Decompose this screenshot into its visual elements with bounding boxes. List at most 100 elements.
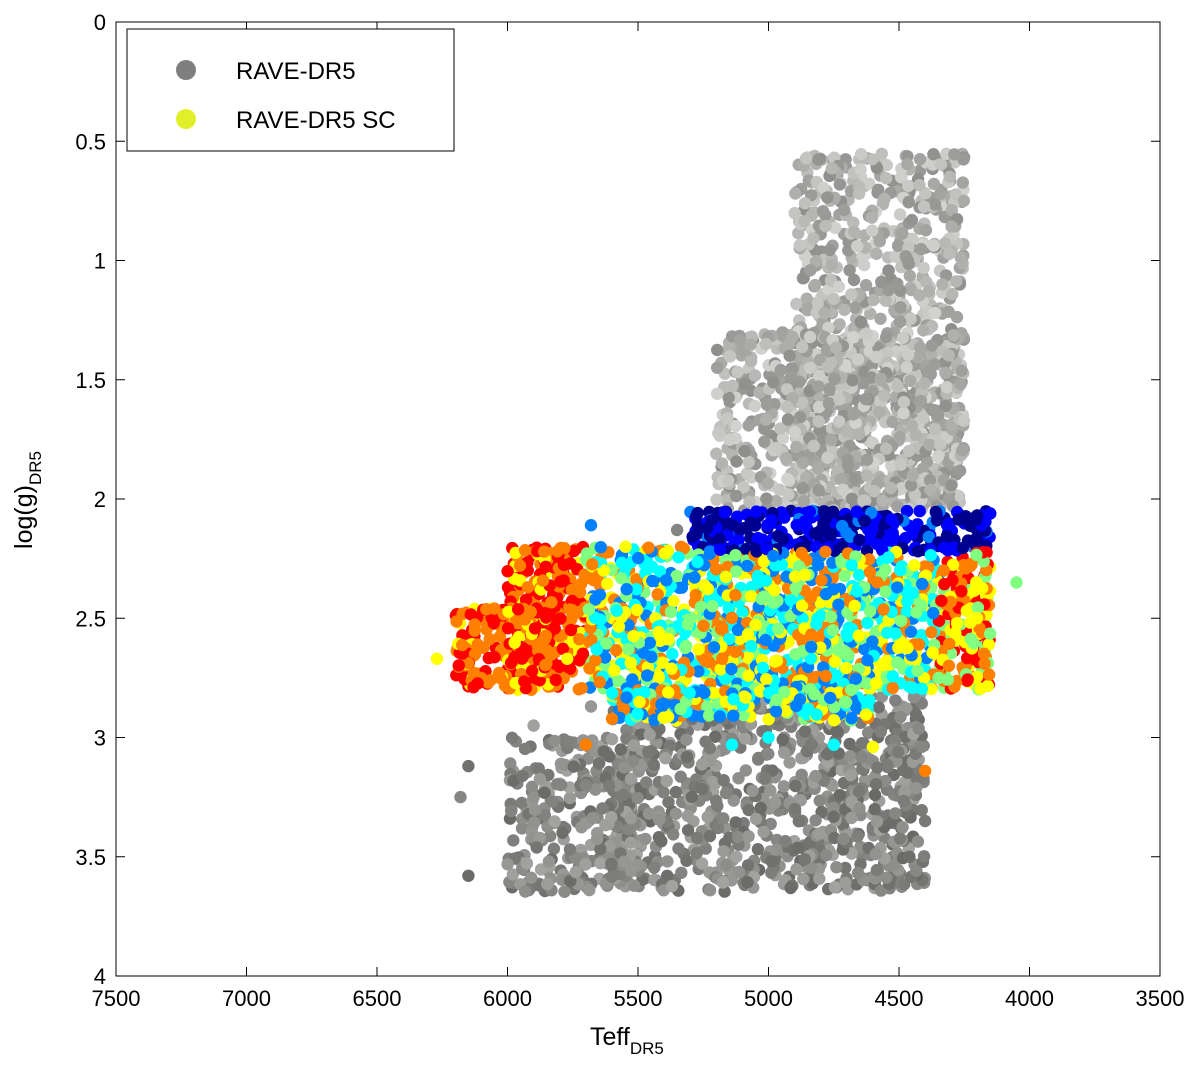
legend-marker-rave-dr5 — [176, 60, 196, 80]
point-rave-dr5-sc — [767, 596, 780, 609]
point-rave-dr5-sc — [943, 637, 956, 650]
point-rave-dr5-sc — [769, 559, 782, 572]
point-rave-dr5 — [864, 307, 877, 320]
point-rave-dr5 — [780, 383, 794, 396]
point-rave-dr5-sc — [778, 685, 791, 699]
point-rave-dr5-sc — [900, 605, 913, 618]
point-rave-dr5 — [519, 885, 532, 898]
point-rave-dr5 — [866, 224, 879, 237]
point-rave-dr5 — [669, 807, 683, 820]
point-rave-dr5 — [569, 865, 582, 879]
point-rave-dr5-sc — [674, 702, 687, 716]
point-rave-dr5-sc — [554, 612, 567, 625]
point-rave-dr5 — [851, 240, 864, 253]
point-rave-dr5 — [731, 365, 744, 379]
point-rave-dr5 — [527, 790, 540, 804]
point-rave-dr5 — [583, 883, 596, 897]
point-rave-dr5-sc — [971, 601, 985, 614]
y-tick-label: 3 — [94, 726, 106, 751]
point-rave-dr5-sc — [651, 588, 664, 601]
point-rave-dr5-sc — [805, 640, 818, 654]
point-rave-dr5-sc — [731, 623, 745, 637]
point-rave-dr5-sc — [886, 670, 899, 683]
point-rave-dr5 — [733, 334, 747, 347]
y-tick-label: 1 — [94, 249, 106, 274]
point-rave-dr5 — [647, 758, 660, 772]
point-rave-dr5-sc — [471, 638, 484, 651]
point-rave-dr5 — [832, 280, 846, 293]
point-rave-dr5 — [788, 207, 801, 220]
point-rave-dr5 — [717, 812, 730, 825]
point-rave-dr5-sc — [627, 630, 640, 643]
point-rave-dr5 — [759, 413, 773, 426]
point-rave-dr5 — [797, 872, 810, 886]
point-rave-dr5 — [864, 371, 878, 384]
point-rave-dr5 — [622, 823, 635, 836]
point-rave-dr5 — [804, 861, 817, 874]
point-rave-dr5-sc — [849, 672, 862, 685]
point-rave-dr5 — [777, 746, 791, 759]
point-rave-dr5-sc — [683, 686, 696, 700]
point-rave-dr5 — [939, 399, 952, 412]
point-rave-dr5 — [907, 691, 921, 704]
point-rave-dr5-sc — [869, 676, 883, 690]
point-rave-dr5 — [620, 723, 633, 737]
point-rave-dr5-sc — [653, 565, 667, 578]
point-rave-dr5 — [753, 386, 766, 399]
point-rave-dr5 — [796, 481, 809, 495]
point-rave-dr5-sc — [691, 506, 704, 520]
point-rave-dr5-sc — [633, 695, 646, 709]
point-rave-dr5 — [956, 444, 969, 457]
point-rave-dr5 — [770, 441, 783, 455]
point-rave-dr5 — [639, 832, 652, 846]
point-rave-dr5 — [602, 779, 616, 793]
point-rave-dr5-sc — [925, 682, 938, 696]
point-rave-dr5-sc — [824, 610, 838, 624]
point-rave-dr5 — [900, 361, 913, 374]
point-rave-dr5-sc — [894, 614, 908, 628]
point-rave-dr5 — [659, 752, 672, 765]
point-rave-dr5 — [462, 869, 475, 882]
point-rave-dr5-sc — [815, 574, 828, 587]
point-rave-dr5-sc — [941, 673, 954, 686]
point-rave-dr5 — [828, 372, 841, 386]
point-rave-dr5 — [934, 158, 948, 171]
point-rave-dr5-sc — [609, 644, 623, 657]
point-rave-dr5 — [931, 408, 945, 422]
point-rave-dr5 — [627, 739, 641, 752]
point-rave-dr5-sc — [819, 669, 833, 683]
y-tick-labels: 00.511.522.533.54 — [75, 10, 106, 989]
point-rave-dr5 — [807, 439, 820, 453]
point-rave-dr5 — [605, 810, 618, 824]
point-rave-dr5 — [891, 380, 904, 393]
point-rave-dr5 — [818, 306, 831, 320]
point-rave-dr5-sc — [594, 613, 607, 626]
point-rave-dr5-sc — [817, 505, 831, 518]
point-rave-dr5 — [894, 301, 907, 314]
point-rave-dr5 — [739, 764, 752, 777]
point-rave-dr5-sc — [579, 738, 592, 751]
point-rave-dr5-sc — [860, 696, 874, 709]
point-rave-dr5 — [776, 733, 789, 746]
point-rave-dr5 — [530, 841, 543, 854]
point-rave-dr5 — [617, 788, 630, 802]
point-rave-dr5 — [743, 495, 756, 508]
point-rave-dr5 — [836, 483, 850, 496]
point-rave-dr5 — [732, 865, 746, 879]
point-rave-dr5 — [870, 247, 883, 260]
point-rave-dr5 — [902, 444, 916, 458]
point-rave-dr5 — [844, 750, 857, 763]
point-rave-dr5-sc — [863, 605, 877, 618]
point-rave-dr5-sc — [851, 585, 864, 598]
point-rave-dr5 — [804, 264, 817, 277]
point-rave-dr5 — [878, 192, 891, 206]
point-rave-dr5 — [902, 348, 915, 361]
point-rave-dr5-sc — [809, 527, 822, 540]
point-rave-dr5 — [851, 866, 865, 880]
point-rave-dr5 — [525, 871, 538, 884]
point-rave-dr5-sc — [524, 605, 537, 619]
point-rave-dr5 — [766, 764, 779, 777]
point-rave-dr5 — [808, 278, 822, 292]
point-rave-dr5-sc — [652, 625, 665, 639]
point-rave-dr5-sc — [819, 545, 832, 558]
